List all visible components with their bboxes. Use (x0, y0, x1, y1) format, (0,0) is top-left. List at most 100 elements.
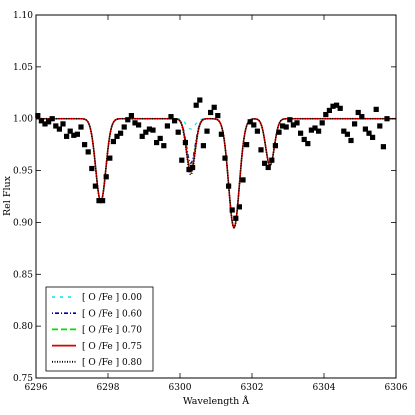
observed-point-73 (298, 130, 304, 136)
observed-point-25 (125, 117, 131, 123)
y-axis-title: Rel Flux (2, 175, 13, 216)
observed-point-62 (258, 147, 264, 153)
model-line-2 (36, 118, 396, 229)
observed-point-54 (229, 207, 235, 213)
observed-point-56 (236, 204, 242, 210)
ticks-layer: 6296 6298 6300 6302 6304 6306 0.75 0.80 0.85 0.90… (13, 11, 408, 393)
observed-point-38 (172, 118, 178, 124)
observed-points-layer (35, 97, 390, 221)
observed-point-97 (384, 116, 390, 122)
observed-point-60 (251, 122, 257, 128)
legend-entries: [ O /Fe ] 0.00 [ O /Fe ] 0.60 [ O /Fe ] 0.… (52, 293, 142, 368)
observed-point-44 (193, 102, 199, 108)
observed-point-75 (305, 141, 311, 147)
y-tick-label-0: 0.75 (13, 374, 33, 384)
observed-point-58 (244, 142, 250, 148)
model-line-0 (36, 118, 396, 229)
y-tick-label-6: 1.05 (13, 63, 33, 73)
x-tick-label-4: 6304 (313, 383, 336, 393)
observed-point-27 (132, 120, 138, 126)
observed-point-51 (218, 131, 224, 137)
legend-label-4: [ O /Fe ] 0.80 (82, 358, 142, 368)
observed-point-90 (359, 114, 365, 120)
observed-point-89 (355, 109, 361, 116)
observed-point-80 (323, 111, 329, 118)
observed-point-31 (146, 126, 152, 132)
observed-point-37 (168, 114, 174, 120)
observed-point-76 (308, 127, 314, 133)
observed-point-94 (373, 106, 379, 112)
observed-point-63 (262, 160, 268, 166)
y-tick-label-7: 1.10 (13, 11, 33, 21)
observed-point-67 (276, 129, 282, 135)
observed-point-55 (233, 215, 239, 221)
series-layer (36, 117, 396, 229)
x-axis-title: Wavelength Å (183, 395, 249, 407)
observed-point-23 (118, 130, 124, 136)
observed-point-83 (334, 102, 340, 108)
observed-point-13 (82, 142, 88, 148)
observed-point-15 (89, 165, 95, 172)
observed-point-42 (186, 166, 192, 173)
observed-point-74 (301, 136, 307, 143)
observed-point-68 (280, 123, 286, 129)
observed-point-29 (139, 133, 145, 139)
observed-point-50 (215, 113, 221, 119)
observed-point-87 (348, 137, 354, 144)
observed-point-61 (254, 128, 260, 134)
observed-point-4 (49, 116, 55, 122)
observed-point-49 (211, 104, 217, 110)
y-tick-label-3: 0.90 (13, 218, 33, 228)
observed-point-17 (96, 198, 102, 204)
observed-point-34 (157, 135, 163, 142)
observed-point-5 (53, 123, 59, 129)
observed-point-79 (319, 120, 325, 126)
observed-point-92 (366, 130, 372, 136)
legend: [ O /Fe ] 0.00 [ O /Fe ] 0.60 [ O /Fe ] 0.… (45, 286, 154, 372)
observed-point-19 (103, 174, 109, 180)
observed-point-72 (294, 120, 300, 126)
observed-point-43 (190, 164, 196, 171)
observed-point-8 (64, 133, 70, 139)
observed-point-70 (287, 117, 293, 123)
x-tick-label-5: 6306 (385, 383, 408, 393)
legend-label-2: [ O /Fe ] 0.70 (82, 326, 142, 336)
observed-point-46 (200, 143, 206, 149)
observed-point-30 (143, 129, 149, 135)
observed-point-41 (182, 139, 188, 146)
observed-point-11 (74, 131, 80, 137)
observed-point-18 (100, 198, 106, 204)
observed-point-24 (121, 124, 127, 130)
observed-point-77 (312, 125, 318, 131)
observed-point-3 (46, 119, 52, 125)
x-tick-label-3: 6302 (241, 383, 264, 393)
observed-point-88 (352, 121, 358, 127)
y-tick-label-2: 0.85 (13, 270, 33, 280)
observed-point-14 (85, 149, 91, 155)
observed-point-96 (380, 144, 386, 150)
observed-point-12 (78, 124, 84, 130)
legend-label-0: [ O /Fe ] 0.00 (82, 293, 142, 303)
observed-point-36 (164, 123, 170, 129)
model-line-1 (36, 118, 396, 229)
observed-point-47 (204, 128, 210, 134)
observed-point-39 (175, 129, 181, 135)
observed-point-71 (290, 122, 296, 128)
plot-frame (35, 14, 397, 379)
observed-point-16 (92, 183, 98, 189)
observed-point-2 (42, 121, 48, 127)
observed-point-59 (247, 119, 253, 125)
y-tick-label-1: 0.80 (13, 322, 33, 332)
x-tick-label-1: 6298 (97, 383, 120, 393)
observed-point-1 (38, 118, 44, 124)
observed-point-6 (56, 126, 62, 132)
observed-point-48 (208, 109, 214, 116)
observed-point-52 (222, 155, 228, 161)
y-tick-label-5: 1.00 (13, 115, 33, 125)
observed-point-91 (362, 126, 368, 132)
observed-point-64 (265, 164, 271, 171)
observed-point-40 (179, 157, 185, 163)
observed-point-69 (283, 124, 289, 130)
observed-point-35 (161, 143, 167, 149)
observed-point-20 (107, 155, 113, 161)
